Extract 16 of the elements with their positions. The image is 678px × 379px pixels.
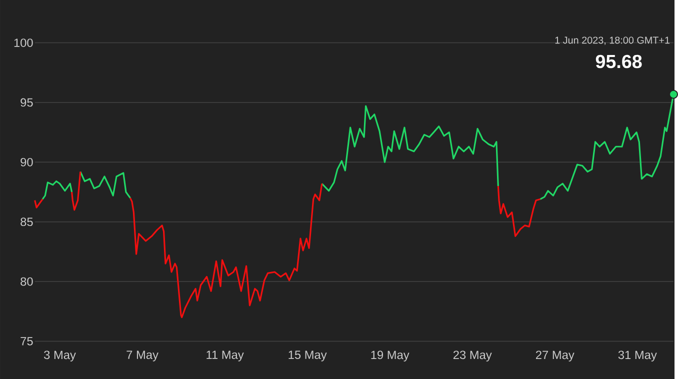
annotation: 1 Jun 2023, 18:00 GMT+1 [555, 36, 670, 45]
y-tick-label: 95 [20, 98, 33, 107]
y-tick-label: 80 [20, 277, 33, 286]
x-tick-label: 15 May [288, 350, 327, 362]
annotation: 95.68 [596, 54, 642, 68]
x-tick-label: 11 May [206, 350, 244, 362]
y-tick-label: 100 [14, 38, 33, 47]
x-tick-label: 3 May [44, 350, 76, 362]
x-tick-label: 7 May [126, 350, 158, 362]
y-tick-label: 90 [20, 158, 33, 166]
x-tick-label: 23 May [453, 350, 492, 362]
y-tick-label: 75 [20, 337, 33, 346]
y-tick-label: 85 [20, 218, 33, 226]
x-tick-label: 31 May [618, 350, 657, 362]
x-tick-label: 19 May [371, 350, 410, 362]
x-tick-label: 27 May [536, 350, 574, 362]
